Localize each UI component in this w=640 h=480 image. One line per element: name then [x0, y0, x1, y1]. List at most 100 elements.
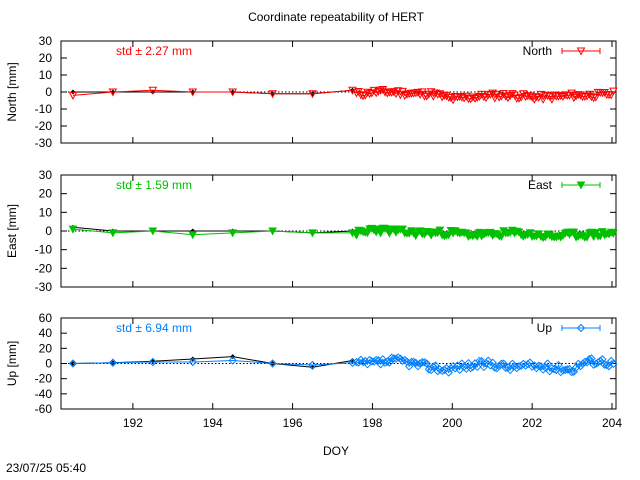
series-point	[481, 358, 491, 368]
series-point	[589, 94, 598, 103]
series-point	[409, 357, 418, 367]
series-point	[365, 90, 374, 99]
x-tick-label: 202	[522, 416, 542, 430]
series-point	[523, 359, 532, 369]
series-point	[108, 88, 118, 97]
y-tick-label: -20	[35, 261, 53, 275]
y-tick-label: -30	[35, 280, 53, 294]
series-point	[494, 93, 504, 102]
panels: -30 -20 -10 0 10 20 30 North [mm] std ± 2.27 mm N…	[5, 34, 622, 430]
series-point	[587, 354, 596, 363]
series-point	[571, 363, 581, 372]
y-axis-label: Up [mm]	[5, 341, 19, 386]
y-tick-label: 40	[39, 326, 53, 340]
series-point	[556, 92, 566, 101]
series-point	[361, 356, 370, 366]
series-point	[538, 95, 548, 104]
series-line	[72, 89, 353, 96]
series-point	[470, 94, 480, 103]
series-point	[440, 365, 449, 375]
series-point	[348, 358, 357, 367]
series-point	[497, 232, 506, 241]
series-point	[356, 91, 366, 100]
series-point	[358, 92, 368, 101]
x-tick-label: 198	[362, 416, 382, 430]
series-point	[536, 362, 546, 371]
std-annotation: std ± 2.27 mm	[116, 44, 192, 58]
series-point	[569, 228, 579, 237]
series-point	[525, 358, 535, 367]
y-tick-label: 10	[39, 205, 53, 219]
series-point	[596, 356, 605, 366]
x-tick-label: 196	[283, 416, 303, 430]
series-point	[534, 361, 543, 370]
series-point	[578, 359, 587, 368]
series-point	[374, 356, 383, 365]
series-point	[268, 227, 277, 236]
series-point	[600, 360, 609, 369]
series-point	[393, 87, 403, 96]
series-point	[521, 93, 530, 102]
panel-east: -30 -20 -10 0 10 20 30 East [mm] std ± 1.59 mm Ea…	[5, 168, 618, 294]
x-tick-label: 204	[602, 416, 622, 430]
series-point	[451, 364, 460, 373]
series-point	[468, 93, 478, 102]
series-point	[538, 365, 548, 374]
x-axis-label: DOY	[323, 444, 349, 458]
series-point	[532, 93, 541, 102]
series-point	[609, 87, 618, 96]
legend-marker	[576, 181, 586, 190]
y-tick-label: -40	[35, 387, 53, 401]
series-point	[585, 354, 594, 364]
y-tick-label: 20	[39, 341, 53, 355]
series-line	[72, 359, 353, 366]
series-point	[547, 95, 557, 104]
series-point	[486, 361, 495, 370]
series-point	[389, 88, 399, 97]
legend-label: Up	[537, 321, 553, 335]
series-point	[188, 231, 198, 240]
series-point	[358, 357, 368, 367]
x-tick-label: 194	[203, 416, 223, 430]
series-point	[505, 365, 515, 375]
series-point	[420, 358, 429, 367]
series-point	[400, 92, 410, 101]
series-point	[508, 90, 517, 99]
series-point	[499, 90, 508, 99]
series-point	[560, 365, 570, 375]
x-tick-label: 192	[123, 416, 143, 430]
series-point	[490, 94, 500, 103]
panel-north: -30 -20 -10 0 10 20 30 North [mm] std ± 2.27 mm N…	[5, 34, 618, 150]
series-point	[501, 363, 511, 373]
series-point	[228, 88, 238, 97]
y-axis-label: North [mm]	[5, 62, 19, 121]
series-point	[348, 86, 357, 95]
series-point	[435, 226, 445, 235]
std-annotation: std ± 1.59 mm	[116, 178, 192, 192]
series-point	[367, 357, 377, 366]
series-point	[418, 88, 427, 97]
series-point	[108, 358, 118, 367]
series-point	[228, 356, 237, 365]
y-tick-label: -10	[35, 102, 53, 116]
series-point	[68, 359, 78, 368]
series-point	[606, 91, 616, 100]
series-point	[308, 229, 317, 238]
series-point	[415, 359, 425, 368]
series-point	[148, 227, 158, 236]
series-point	[374, 87, 383, 96]
series-point	[68, 91, 78, 100]
series-point	[497, 359, 506, 369]
series-point	[268, 90, 277, 99]
series-point	[422, 359, 431, 368]
y-tick-label: 20	[39, 51, 53, 65]
series-point	[380, 88, 390, 97]
series-point	[547, 363, 557, 373]
series-point	[188, 88, 198, 97]
series-point	[532, 363, 541, 373]
x-tick-label: 200	[442, 416, 462, 430]
y-axis-label: East [mm]	[5, 204, 19, 258]
series-point	[479, 93, 489, 102]
series-point	[609, 359, 618, 369]
